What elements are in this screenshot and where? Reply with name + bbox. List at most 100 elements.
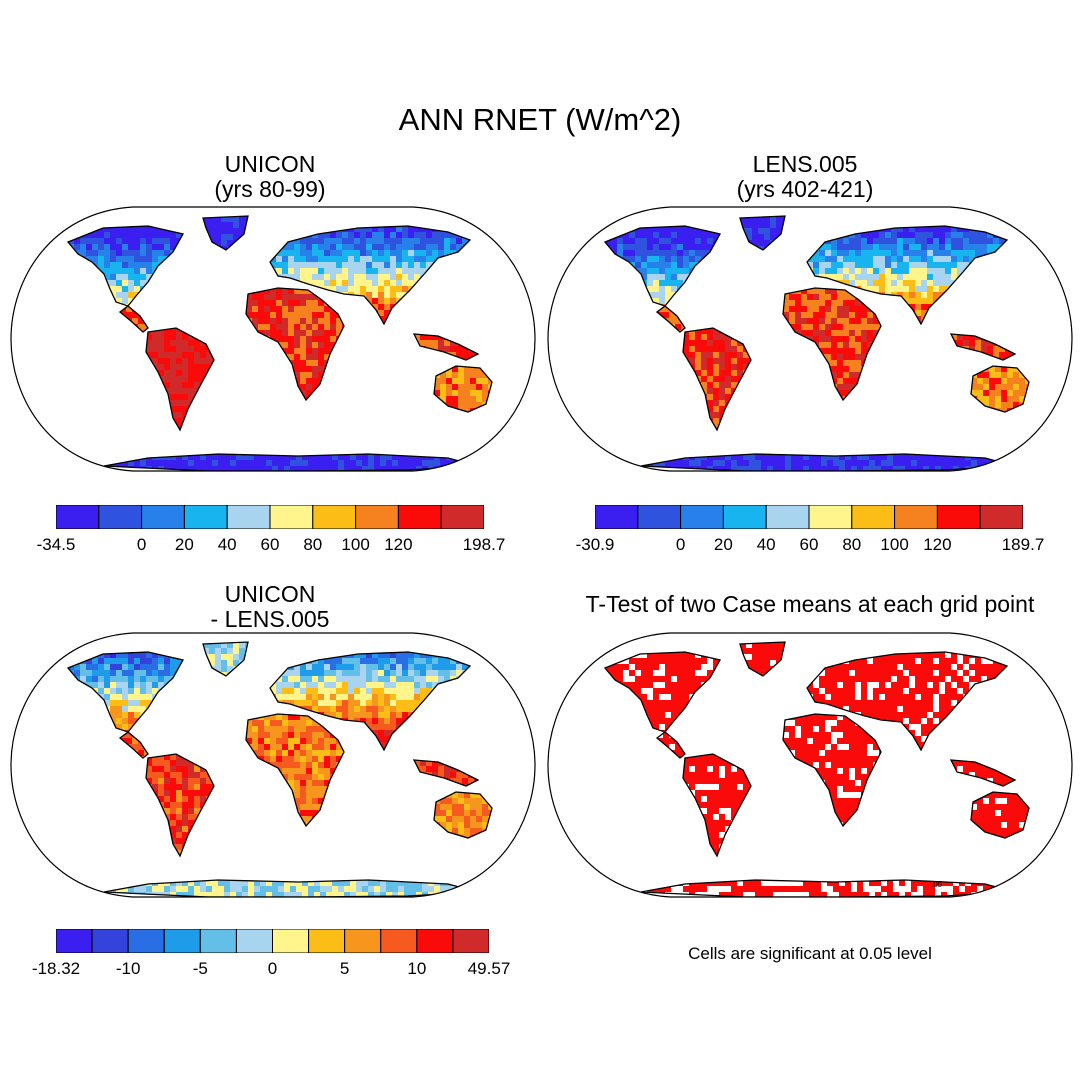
grid-cell — [987, 304, 993, 310]
grid-cell — [288, 714, 294, 720]
grid-cell — [390, 688, 396, 694]
grid-cell — [134, 670, 140, 676]
grid-cell — [116, 262, 122, 268]
grid-cell — [182, 814, 188, 820]
grid-cell — [116, 724, 122, 730]
grid-cell — [995, 402, 1001, 408]
grid-cell — [776, 240, 782, 246]
grid-cell — [713, 364, 719, 370]
grid-cell — [122, 694, 128, 700]
grid-cell — [200, 334, 206, 340]
grid-cell — [336, 378, 342, 384]
grid-cell — [657, 330, 663, 332]
grid-cell — [951, 262, 957, 268]
grid-cell — [86, 718, 92, 724]
grid-cell — [68, 676, 74, 682]
grid-cell — [426, 730, 432, 736]
grid-cell — [770, 246, 776, 250]
grid-cell — [783, 324, 789, 330]
grid-cell — [348, 676, 354, 682]
grid-cell — [849, 342, 855, 348]
grid-cell — [270, 372, 276, 378]
grid-cell — [272, 460, 278, 466]
grid-cell — [312, 354, 318, 360]
grid-cell — [975, 298, 981, 304]
grid-cell — [629, 274, 635, 280]
grid-cell — [330, 682, 336, 688]
grid-cell — [200, 460, 206, 466]
coastline-eurasia — [806, 225, 1009, 326]
grid-cell — [176, 466, 182, 471]
grid-cell — [110, 682, 116, 688]
grid-cell — [813, 226, 819, 232]
grid-cell — [294, 306, 300, 312]
grid-cell — [915, 280, 921, 286]
grid-cell — [270, 780, 276, 786]
grid-cell — [348, 316, 354, 322]
grid-cell — [282, 226, 288, 232]
grid-cell — [849, 336, 855, 342]
grid-cell — [146, 406, 152, 412]
grid-cell — [200, 844, 206, 850]
grid-cell — [170, 286, 176, 292]
grid-cell — [450, 292, 456, 298]
grid-cell — [855, 306, 861, 312]
grid-cell — [182, 706, 183, 712]
grid-cell — [152, 226, 158, 232]
grid-cell — [98, 274, 104, 280]
grid-cell — [146, 670, 152, 676]
grid-cell — [975, 286, 981, 292]
grid-cell — [312, 336, 318, 342]
grid-cell — [825, 324, 831, 330]
grid-cell — [951, 226, 957, 232]
grid-cell — [366, 250, 372, 256]
grid-cell — [318, 300, 324, 306]
grid-cell — [122, 226, 128, 232]
grid-cell — [227, 222, 233, 228]
grid-cell — [92, 250, 98, 256]
grid-cell — [837, 354, 843, 360]
grid-cell — [488, 402, 492, 408]
grid-cell — [963, 358, 969, 360]
grid-cell — [939, 226, 945, 232]
grid-cell — [999, 292, 1005, 298]
grid-cell — [446, 372, 452, 378]
grid-cell — [971, 384, 977, 390]
grid-cell — [933, 232, 939, 238]
grid-cell — [915, 256, 921, 262]
grid-cell — [170, 232, 176, 238]
grid-cell — [344, 460, 350, 466]
grid-cell — [879, 330, 881, 336]
grid-cell — [831, 232, 837, 238]
grid-cell — [849, 378, 855, 384]
grid-cell — [963, 286, 969, 292]
grid-cell — [306, 700, 312, 706]
grid-cell — [981, 268, 987, 274]
grid-cell — [164, 760, 170, 766]
grid-cell — [939, 310, 945, 316]
grid-cell — [252, 300, 258, 306]
grid-cell — [482, 396, 488, 402]
grid-cell — [819, 306, 825, 312]
grid-cell — [68, 232, 74, 238]
grid-cell — [807, 324, 813, 330]
grid-cell — [308, 466, 314, 471]
grid-cell — [164, 364, 170, 370]
grid-cell — [318, 688, 324, 694]
grid-cell — [861, 238, 867, 244]
grid-cell — [993, 292, 999, 298]
grid-cell — [122, 232, 128, 238]
grid-cell — [657, 324, 663, 330]
grid-cell — [342, 304, 348, 310]
grid-cell — [450, 724, 456, 730]
grid-cell — [396, 232, 402, 238]
grid-cell — [450, 706, 456, 712]
grid-cell — [110, 700, 116, 706]
grid-cell — [276, 720, 282, 726]
grid-cell — [318, 658, 324, 664]
grid-cell — [98, 280, 104, 286]
grid-cell — [993, 262, 999, 268]
grid-cell — [122, 238, 128, 244]
grid-cell — [719, 412, 725, 418]
grid-cell — [1019, 408, 1025, 412]
